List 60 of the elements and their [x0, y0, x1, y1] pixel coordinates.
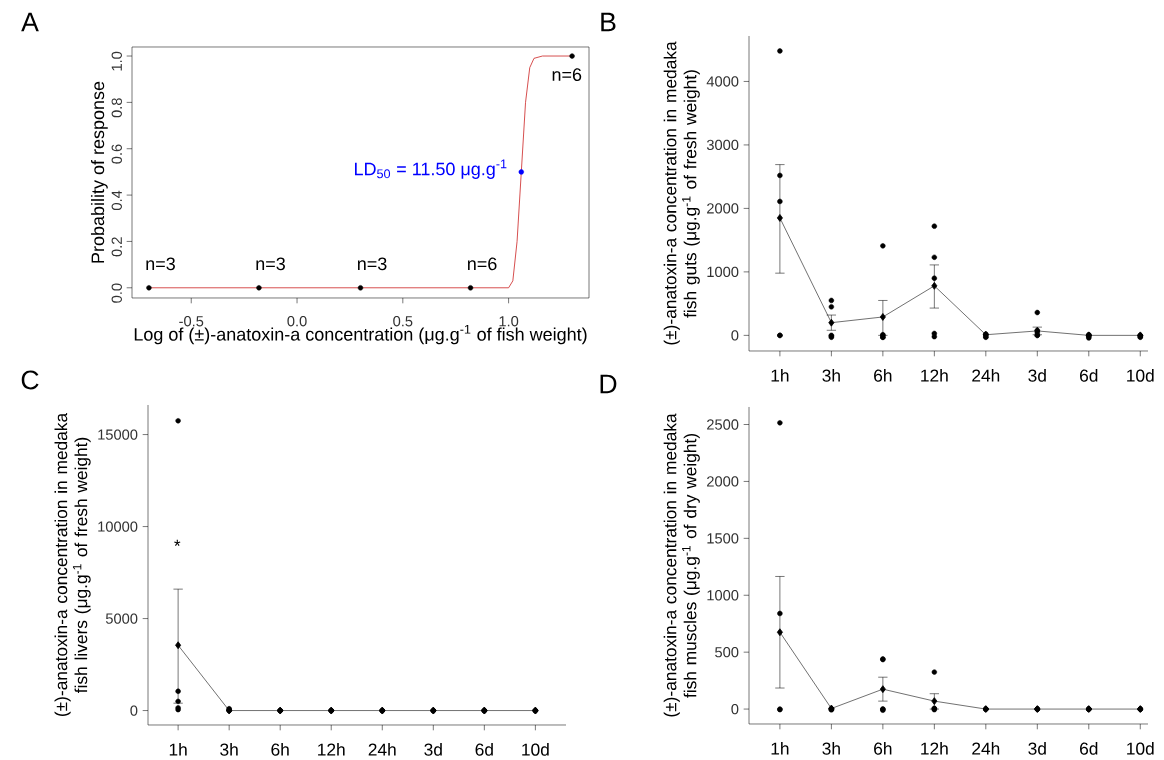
- x-tick-label: 12h: [921, 741, 948, 755]
- x-tick-label: 6h: [874, 368, 892, 382]
- x-tick-label: 1h: [771, 368, 789, 382]
- y-tick-label: 1.0: [111, 51, 122, 71]
- x-tick-label: 6h: [271, 742, 289, 756]
- y-tick-label: 0.2: [111, 237, 122, 257]
- annotation: n=3: [357, 257, 387, 271]
- x-tick-label: 3d: [424, 742, 442, 756]
- y-tick-label: 0.8: [111, 98, 122, 118]
- x-tick-label: 0.5: [393, 315, 413, 327]
- y-tick-label: 0.0: [111, 283, 122, 303]
- x-tick-label: 24h: [972, 741, 1000, 755]
- x-tick-label: 10d: [1127, 741, 1154, 755]
- y-tick-label: 15000: [98, 429, 138, 440]
- annotation: n=3: [146, 257, 175, 271]
- chart-title: B: [601, 12, 616, 32]
- y-tick-label: 0.6: [111, 144, 122, 164]
- y-tick-label: 2000: [707, 476, 739, 487]
- x-tick-label: 3d: [1028, 741, 1046, 755]
- annotation: n=3: [256, 257, 285, 271]
- annotation: n=6: [552, 68, 582, 81]
- x-tick-label: 3h: [822, 368, 840, 382]
- x-tick-label: 6d: [475, 742, 493, 756]
- y-tick-label: 1000: [707, 589, 739, 601]
- x-tick-label: 0.0: [287, 315, 307, 327]
- x-tick-label: 6d: [1080, 368, 1098, 382]
- annotation: *: [174, 539, 181, 546]
- x-tick-label: 24h: [368, 742, 396, 756]
- y-tick-label: 4000: [706, 76, 739, 87]
- y-tick-label: 1000: [707, 266, 739, 277]
- annotation: LD$_{50}$ = 11.50 μg.g$^{-1}$: [355, 159, 507, 179]
- x-tick-label: 24h: [972, 368, 1000, 382]
- x-tick-label: 3d: [1028, 368, 1046, 382]
- y-tick-label: 500: [715, 646, 739, 658]
- x-tick-label: 6h: [874, 741, 892, 755]
- y-tick-label: 2000: [707, 203, 739, 214]
- y-tick-label: 5000: [105, 613, 138, 624]
- y-tick-label: 10000: [98, 521, 138, 532]
- chart-title: C: [21, 370, 39, 390]
- chart-title: A: [21, 12, 39, 32]
- x-tick-label: 1h: [169, 742, 187, 756]
- y-axis-title: Probability of response: [90, 81, 108, 263]
- chart-title: D: [600, 374, 617, 394]
- y-tick-label: 0.4: [111, 190, 122, 210]
- x-tick-label: 6d: [1080, 741, 1098, 755]
- x-tick-label: 12h: [921, 368, 948, 382]
- x-tick-label: 1.0: [499, 315, 519, 327]
- y-tick-label: 1500: [707, 533, 739, 544]
- x-tick-label: 3h: [822, 741, 840, 755]
- y-tick-label: 0: [130, 705, 138, 716]
- y-tick-label: 0: [731, 703, 739, 715]
- x-tick-label: 10d: [522, 742, 549, 756]
- y-tick-label: 3000: [706, 139, 739, 151]
- x-tick-label: 10d: [1127, 368, 1154, 382]
- x-tick-label: 3h: [220, 742, 238, 756]
- annotation: n=6: [467, 257, 497, 271]
- x-tick-label: 12h: [318, 742, 345, 756]
- x-tick-label: 1h: [771, 741, 789, 755]
- y-tick-label: 2500: [707, 419, 739, 430]
- y-tick-label: 0: [731, 330, 739, 341]
